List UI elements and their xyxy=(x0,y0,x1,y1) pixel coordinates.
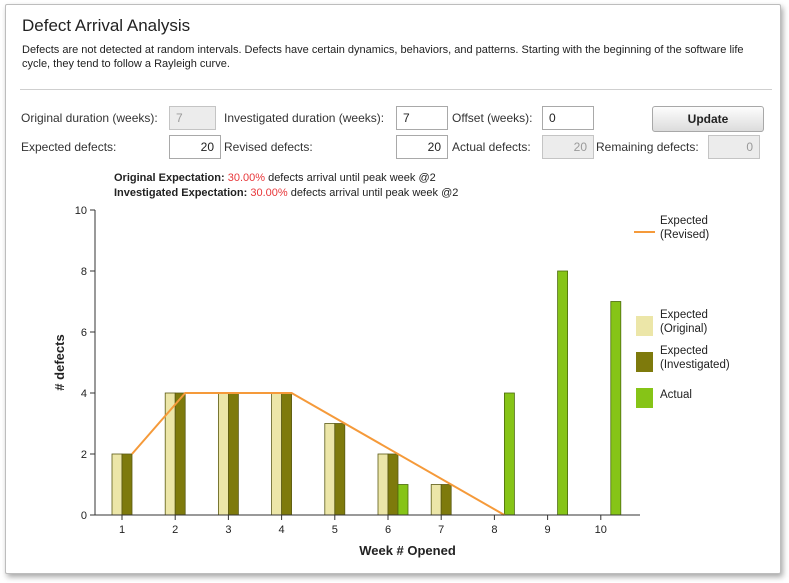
bar-original xyxy=(271,392,283,516)
investigated-expectation: Investigated Expectation: 30.00% defects… xyxy=(114,187,458,199)
investigated-expectation-label: Investigated Expectation: xyxy=(114,187,248,199)
investigated-expectation-suffix: defects arrival until peak week @2 xyxy=(287,187,459,199)
bar-investigated xyxy=(440,484,452,516)
bar-investigated xyxy=(121,453,133,516)
x-tick-label: 4 xyxy=(279,524,285,536)
x-tick-label: 8 xyxy=(491,524,497,536)
bar-original xyxy=(324,423,336,516)
legend-actual-swatch xyxy=(636,388,653,408)
revised-defects-input[interactable] xyxy=(396,135,448,159)
legend-revised-label: Expected (Revised) xyxy=(660,215,709,241)
y-tick-label: 2 xyxy=(81,449,87,461)
bar-investigated xyxy=(387,453,399,516)
x-tick-label: 5 xyxy=(332,524,338,536)
divider xyxy=(20,89,772,90)
legend-actual-label: Actual xyxy=(660,389,692,401)
original-duration-input[interactable] xyxy=(169,106,216,130)
bar-actual xyxy=(610,301,622,516)
original-expectation-label: Original Expectation: xyxy=(114,172,225,184)
original-expectation-pct: 30.00% xyxy=(227,172,266,184)
update-button[interactable]: Update xyxy=(652,106,764,132)
page-title: Defect Arrival Analysis xyxy=(22,16,191,35)
bar-actual xyxy=(503,392,515,516)
original-expectation: Original Expectation: 30.00% defects arr… xyxy=(114,172,436,184)
original-expectation-suffix: defects arrival until peak week @2 xyxy=(265,172,436,184)
actual-defects-input[interactable] xyxy=(542,135,594,159)
bar-actual xyxy=(557,270,568,516)
legend-investigated-label: Expected (Investigated) xyxy=(660,345,730,371)
x-tick-label: 6 xyxy=(385,524,391,536)
legend-original-swatch xyxy=(636,316,653,336)
bar-investigated xyxy=(334,423,346,516)
chart-legend: Expected (Revised) Expected (Original) Expec… xyxy=(634,215,730,408)
offset-label: Offset (weeks): xyxy=(452,111,533,125)
x-tick-label: 10 xyxy=(595,524,607,536)
x-tick-label: 1 xyxy=(119,524,125,536)
x-tick-label: 3 xyxy=(225,524,231,536)
x-axis-label: Week # Opened xyxy=(359,543,456,558)
investigated-duration-label: Investigated duration (weeks): xyxy=(224,111,385,125)
offset-input[interactable] xyxy=(542,106,594,130)
legend-original-label: Expected (Original) xyxy=(660,309,708,335)
y-tick-label: 8 xyxy=(81,266,87,278)
x-tick-label: 7 xyxy=(438,524,444,536)
bar-investigated xyxy=(281,392,293,516)
investigated-expectation-pct: 30.00% xyxy=(250,187,288,199)
x-tick-label: 9 xyxy=(545,524,551,536)
revised-line xyxy=(131,392,505,516)
y-axis-label: # defects xyxy=(52,334,67,390)
bar-original xyxy=(217,392,229,516)
bar-actual xyxy=(397,484,409,516)
x-tick-label: 2 xyxy=(172,524,178,536)
remaining-defects-label: Remaining defects: xyxy=(596,140,699,154)
bar-original xyxy=(111,453,123,516)
original-duration-label: Original duration (weeks): xyxy=(21,111,158,125)
legend-investigated-swatch xyxy=(636,352,653,372)
y-tick-label: 4 xyxy=(81,388,87,400)
revised-defects-label: Revised defects: xyxy=(224,140,313,154)
bars-layer xyxy=(111,270,622,516)
y-tick-label: 6 xyxy=(81,327,87,339)
investigated-duration-input[interactable] xyxy=(396,106,448,130)
bar-original xyxy=(430,484,442,516)
y-tick-label: 0 xyxy=(81,510,87,522)
bar-original xyxy=(377,453,389,516)
page-description: Defects are not detected at random inter… xyxy=(22,44,744,70)
actual-defects-label: Actual defects: xyxy=(452,140,531,154)
bar-investigated xyxy=(174,392,186,516)
expected-defects-label: Expected defects: xyxy=(21,140,117,154)
bar-investigated xyxy=(227,392,239,516)
expected-defects-input[interactable] xyxy=(169,135,221,159)
remaining-defects-input[interactable] xyxy=(708,135,760,159)
y-tick-label: 10 xyxy=(75,205,87,217)
